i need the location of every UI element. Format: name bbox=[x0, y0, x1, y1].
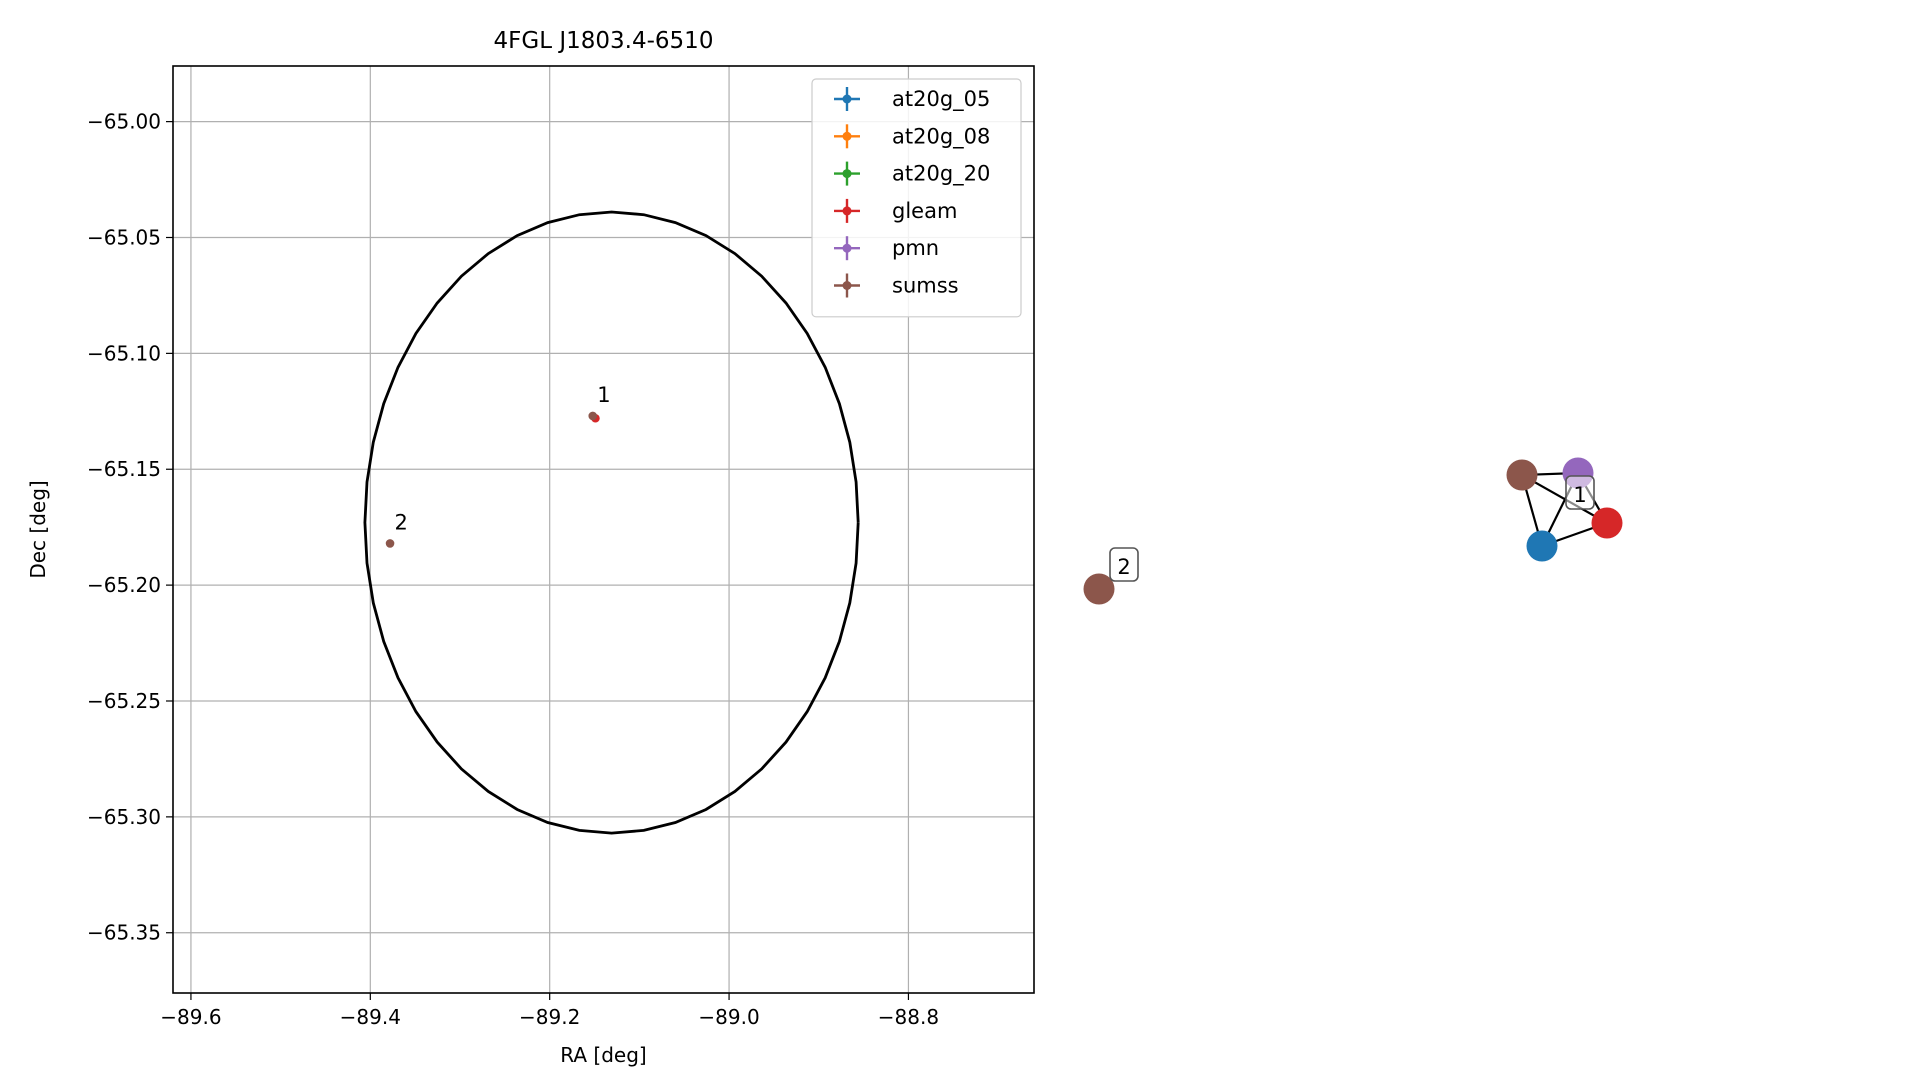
network-panel: 12 bbox=[1083, 457, 1623, 605]
y-tick-label: −65.05 bbox=[87, 225, 161, 249]
y-tick-label: −65.30 bbox=[87, 805, 161, 829]
network-label: 2 bbox=[1117, 555, 1130, 579]
y-ticks: −65.00 −65.05 −65.10 −65.15 −65.20 −65.25 −65.… bbox=[87, 110, 173, 945]
legend-label-at20g_20: at20g_20 bbox=[892, 162, 990, 187]
grid bbox=[173, 66, 1034, 993]
point-annotation: 2 bbox=[395, 511, 408, 535]
legend-marker-pmn bbox=[842, 243, 852, 253]
network-label: 1 bbox=[1573, 483, 1586, 507]
y-tick-label: −65.00 bbox=[87, 110, 161, 134]
network-labels: 12 bbox=[1109, 475, 1595, 582]
x-tick-label: −89.4 bbox=[340, 1005, 401, 1029]
legend-marker-at20g_20 bbox=[842, 169, 852, 179]
scatter-panel: 4FGL J1803.4-6510 12 −89.6 −89.4 −89.2 −89.… bbox=[26, 28, 1035, 1067]
axes-frame bbox=[172, 65, 1035, 994]
network-node-n_sumss bbox=[1506, 459, 1538, 491]
x-tick-label: −89.0 bbox=[698, 1005, 759, 1029]
network-node-n2 bbox=[1083, 573, 1115, 605]
x-tick-label: −89.2 bbox=[519, 1005, 580, 1029]
legend-box bbox=[811, 78, 1022, 318]
legend-label-at20g_08: at20g_08 bbox=[892, 124, 990, 149]
network-nodes bbox=[1083, 457, 1623, 605]
localization-ellipse bbox=[363, 210, 860, 835]
annotations: 12 bbox=[395, 383, 611, 534]
y-tick-label: −65.15 bbox=[87, 457, 161, 481]
legend-marker-gleam bbox=[842, 206, 852, 216]
legend-label-gleam: gleam bbox=[892, 199, 957, 223]
point-sumss bbox=[588, 411, 598, 421]
point-sumss bbox=[385, 539, 395, 548]
ellipse-layer bbox=[363, 210, 860, 835]
legend-label-pmn: pmn bbox=[892, 236, 939, 260]
network-node-n_at20g bbox=[1526, 530, 1558, 562]
point-annotation: 1 bbox=[597, 383, 610, 407]
y-tick-label: −65.10 bbox=[87, 341, 161, 365]
x-tick-label: −88.8 bbox=[878, 1005, 939, 1029]
legend-marker-at20g_08 bbox=[842, 131, 852, 141]
y-axis-label: Dec [deg] bbox=[26, 480, 50, 578]
network-label-box bbox=[1565, 475, 1595, 510]
x-axis-label: RA [deg] bbox=[560, 1043, 646, 1067]
legend-label-at20g_05: at20g_05 bbox=[892, 87, 990, 112]
legend-marker-sumss bbox=[842, 281, 852, 290]
y-tick-label: −65.20 bbox=[87, 573, 161, 597]
network-node-n_gleam bbox=[1591, 507, 1623, 539]
legend-marker-at20g_05 bbox=[842, 94, 852, 104]
network-label-box bbox=[1109, 547, 1139, 582]
x-tick-label: −89.6 bbox=[160, 1005, 221, 1029]
points bbox=[385, 411, 600, 548]
y-tick-label: −65.25 bbox=[87, 689, 161, 713]
chart-title: 4FGL J1803.4-6510 bbox=[494, 28, 714, 54]
x-ticks: −89.6 −89.4 −89.2 −89.0 −88.8 bbox=[160, 993, 939, 1029]
legend-label-sumss: sumss bbox=[892, 274, 959, 298]
y-tick-label: −65.35 bbox=[87, 921, 161, 945]
